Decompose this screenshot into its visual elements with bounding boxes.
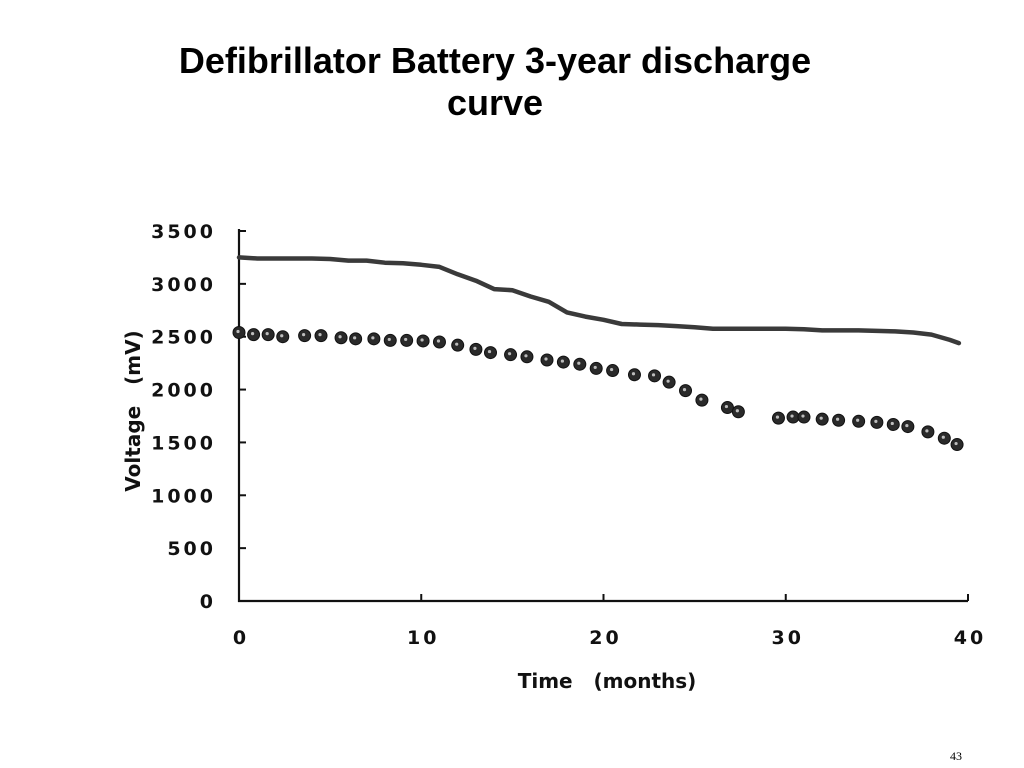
x-tick-label: 10	[407, 627, 439, 649]
y-tick-label: 1500	[151, 432, 216, 454]
data-point-highlight	[836, 417, 840, 421]
data-point-highlight	[631, 372, 636, 376]
y-tick-label: 0	[200, 591, 216, 613]
y-tick-label: 1000	[151, 485, 216, 507]
data-point-highlight	[905, 423, 909, 428]
data-point-highlight	[473, 346, 477, 350]
y-tick-label: 2000	[151, 380, 216, 402]
x-tick-label: 30	[772, 627, 804, 649]
data-point-highlight	[404, 337, 408, 342]
data-point-highlight	[890, 421, 894, 426]
data-point-highlight	[302, 333, 306, 337]
data-point-highlight	[371, 336, 375, 340]
data-point-highlight	[790, 414, 794, 418]
y-tick-label: 3000	[151, 274, 216, 296]
data-point-highlight	[353, 336, 357, 340]
slide-title: Defibrillator Battery 3-year discharge c…	[178, 40, 812, 123]
data-point-highlight	[338, 335, 342, 339]
data-point-highlight	[544, 357, 548, 361]
y-tick-label: 500	[167, 538, 216, 560]
data-point-highlight	[682, 388, 687, 392]
y-tick-label: 3500	[151, 221, 216, 243]
data-point-highlight	[925, 429, 929, 433]
data-point-highlight	[819, 416, 823, 420]
data-point-highlight	[651, 373, 656, 377]
y-axis-title: Voltage (mV)	[121, 330, 145, 491]
data-point-highlight	[280, 334, 284, 338]
chart-labels: 0 500 1000 1500 2000 2500 3000 3500 0 10 20 30 40 Tim…	[121, 221, 986, 693]
data-point-highlight	[801, 414, 805, 418]
data-point-highlight	[941, 435, 945, 439]
data-point-highlight	[236, 329, 240, 334]
x-tick-label: 20	[589, 627, 621, 649]
data-point-highlight	[610, 367, 614, 372]
x-tick-label: 40	[954, 627, 986, 649]
chart-series	[232, 255, 964, 452]
data-point-highlight	[560, 359, 565, 363]
data-point-highlight	[874, 419, 878, 423]
data-point-highlight	[436, 339, 441, 343]
data-point-highlight	[699, 397, 703, 401]
data-point-highlight	[775, 415, 780, 419]
data-point-highlight	[420, 338, 424, 342]
data-point-highlight	[455, 342, 459, 346]
data-point-highlight	[666, 379, 670, 383]
page-number: 43	[950, 749, 962, 763]
data-point-highlight	[250, 332, 255, 336]
data-point-highlight	[954, 441, 958, 446]
data-point-highlight	[856, 418, 860, 422]
data-point-highlight	[724, 404, 729, 409]
data-point-highlight	[265, 332, 269, 336]
x-tick-label: 0	[233, 627, 249, 649]
data-point-highlight	[524, 354, 528, 358]
data-point-highlight	[387, 337, 391, 342]
data-point-highlight	[735, 409, 739, 413]
data-point-highlight	[487, 349, 492, 354]
x-axis-title: Time (months)	[518, 669, 697, 693]
data-point-highlight	[577, 361, 581, 365]
chart-axes	[237, 229, 969, 603]
data-point-highlight	[507, 352, 512, 356]
y-tick-label: 2500	[151, 327, 216, 349]
data-point-highlight	[318, 333, 322, 337]
data-point-highlight	[593, 365, 597, 370]
series-line	[236, 255, 962, 346]
